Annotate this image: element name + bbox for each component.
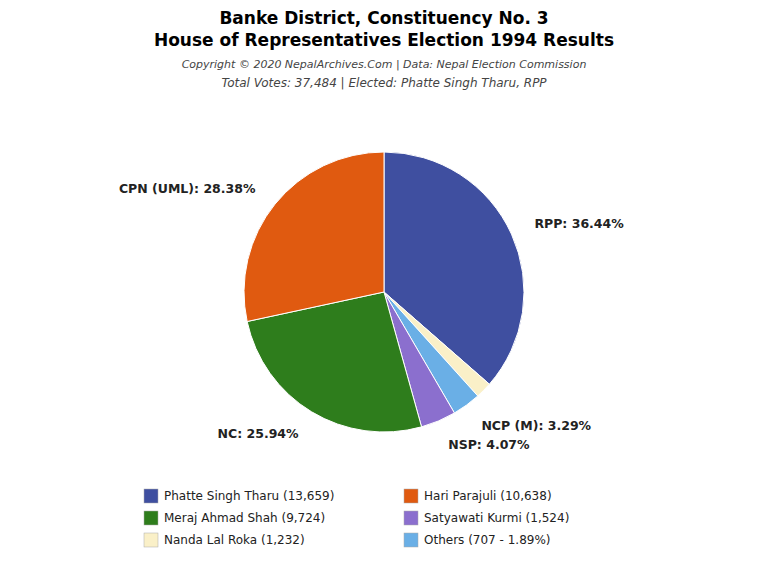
chart: Banke District, Constituency No. 3House … [0,0,768,576]
legend-swatch [404,533,418,547]
legend-label: Others (707 - 1.89%) [424,533,551,547]
legend-item: Others (707 - 1.89%) [404,533,551,547]
legend: Phatte Singh Tharu (13,659) Meraj Ahmad S… [144,489,569,547]
legend-swatch [144,511,158,525]
legend-item: Satyawati Kurmi (1,524) [404,511,569,525]
data-label: NSP: 4.07% [448,437,530,452]
pie [244,152,524,432]
legend-swatch [144,533,158,547]
legend-swatch [144,489,158,503]
data-label: CPN (UML): 28.38% [119,181,256,196]
legend-label: Hari Parajuli (10,638) [424,489,552,503]
subtitle: House of Representatives Election 1994 R… [154,30,614,50]
data-labels: RPP: 36.44% NCP (M): 3.29% NSP: 4.07% NC: 2… [119,181,624,452]
annotation: Total Votes: 37,484 | Elected: Phatte Si… [221,76,547,90]
data-label: NCP (M): 3.29% [481,418,591,433]
legend-label: Phatte Singh Tharu (13,659) [164,489,334,503]
legend-item: Meraj Ahmad Shah (9,724) [144,511,325,525]
annotation: Copyright © 2020 NepalArchives.Com | Dat… [182,58,587,71]
slice [244,152,384,322]
legend-swatch [404,489,418,503]
legend-item: Nanda Lal Roka (1,232) [144,533,305,547]
legend-item: Phatte Singh Tharu (13,659) [144,489,334,503]
legend-swatch [404,511,418,525]
legend-item: Hari Parajuli (10,638) [404,489,552,503]
legend-label: Satyawati Kurmi (1,524) [424,511,569,525]
legend-label: Meraj Ahmad Shah (9,724) [164,511,325,525]
data-label: NC: 25.94% [218,426,300,441]
legend-label: Nanda Lal Roka (1,232) [164,533,305,547]
data-label: RPP: 36.44% [534,216,624,231]
title: Banke District, Constituency No. 3 [219,8,548,28]
